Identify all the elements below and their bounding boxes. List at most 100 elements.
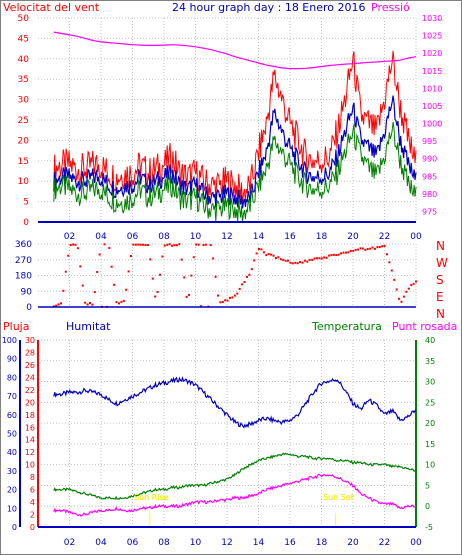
temperature-tick-label: 40 bbox=[425, 336, 435, 345]
y-left-tick-label: 20 bbox=[18, 136, 30, 146]
rain-tick-label: 26 bbox=[25, 361, 35, 370]
temperature-tick-label: 35 bbox=[425, 357, 435, 366]
direction-point bbox=[349, 250, 352, 252]
direction-point bbox=[412, 282, 415, 285]
temperature-tick-label: 0 bbox=[425, 502, 430, 511]
direction-point bbox=[120, 300, 123, 303]
y-left-tick-label: 25 bbox=[18, 116, 29, 126]
direction-point bbox=[287, 259, 289, 262]
rain-tick-label: 22 bbox=[25, 386, 35, 395]
direction-point bbox=[163, 244, 166, 247]
y-right-tick-label: 985 bbox=[422, 172, 437, 181]
humidity-series bbox=[53, 376, 417, 429]
direction-point bbox=[154, 295, 157, 298]
x-tick-label: 16 bbox=[284, 538, 296, 548]
direction-point bbox=[137, 243, 140, 246]
rain-tick-label: 14 bbox=[25, 436, 35, 445]
direction-point bbox=[277, 256, 280, 259]
direction-point bbox=[274, 257, 277, 259]
temperature-series bbox=[53, 452, 417, 500]
direction-point bbox=[175, 244, 178, 247]
y-right-tick-label: 1025 bbox=[422, 32, 442, 41]
x-tick-label: 06 bbox=[127, 232, 139, 242]
direction-point bbox=[168, 243, 171, 246]
direction-point bbox=[236, 292, 239, 295]
y-left-tick-label: 5 bbox=[23, 198, 29, 208]
direction-point bbox=[226, 299, 229, 302]
direction-point bbox=[347, 251, 350, 254]
y-right-tick-label: 1005 bbox=[422, 102, 442, 111]
rain-tick-label: 20 bbox=[25, 398, 35, 407]
direction-point bbox=[366, 248, 369, 250]
x-tick-label: 02 bbox=[64, 232, 75, 242]
direction-point bbox=[156, 291, 159, 293]
direction-point bbox=[342, 251, 345, 254]
humidity-tick-label: 10 bbox=[7, 504, 17, 513]
y-left-tick-label: 0 bbox=[23, 218, 29, 228]
direction-point bbox=[171, 244, 174, 247]
direction-point bbox=[328, 254, 331, 257]
y-left-tick-label: 45 bbox=[18, 34, 29, 44]
pressure-title: Pressió bbox=[371, 1, 410, 14]
direction-point bbox=[79, 265, 82, 268]
compass-w: W bbox=[436, 256, 448, 270]
direction-point bbox=[330, 254, 333, 257]
direction-point bbox=[139, 243, 142, 246]
direction-point bbox=[190, 274, 193, 277]
direction-point bbox=[294, 261, 297, 264]
x-tick-label: 00 bbox=[410, 232, 422, 242]
rain-tick-label: 8 bbox=[30, 473, 35, 482]
rain-tick-label: 18 bbox=[25, 411, 35, 420]
direction-point bbox=[270, 253, 273, 256]
y-right-tick-label: 1030 bbox=[422, 14, 442, 23]
direction-point bbox=[313, 257, 316, 260]
humidity-tick-label: 80 bbox=[7, 373, 17, 382]
direction-point bbox=[233, 294, 236, 297]
direction-point bbox=[60, 302, 62, 305]
direction-point bbox=[125, 288, 128, 291]
direction-point bbox=[383, 245, 386, 248]
x-tick-label: 14 bbox=[253, 538, 265, 548]
direction-point bbox=[262, 251, 265, 254]
direction-point bbox=[306, 260, 309, 263]
direction-point bbox=[299, 261, 302, 263]
y-right-tick-label: 1000 bbox=[422, 120, 442, 129]
direction-point bbox=[410, 284, 413, 287]
wind-direction-plot: 0 90 180 270 360 bbox=[15, 240, 417, 313]
direction-point bbox=[400, 300, 403, 303]
rain-tick-label: 12 bbox=[25, 448, 35, 457]
direction-point bbox=[246, 275, 248, 278]
direction-point bbox=[405, 290, 408, 293]
direction-point bbox=[67, 254, 70, 257]
graph-title: 24 hour graph day : 18 Enero 2016 bbox=[172, 1, 366, 14]
direction-tick-label: 360 bbox=[15, 240, 32, 250]
direction-point bbox=[395, 288, 398, 291]
x-tick-label: 08 bbox=[158, 538, 170, 548]
direction-point bbox=[159, 273, 161, 276]
direction-point bbox=[311, 258, 314, 261]
direction-point bbox=[178, 243, 181, 246]
direction-point bbox=[84, 301, 87, 304]
direction-point bbox=[96, 271, 99, 273]
direction-point bbox=[238, 287, 241, 290]
dewpoint-series bbox=[53, 473, 416, 517]
direction-point bbox=[241, 283, 244, 286]
rain-title: Pluja bbox=[3, 320, 29, 333]
y-right-tick-label: 980 bbox=[422, 190, 437, 199]
direction-point bbox=[221, 301, 224, 303]
direction-point bbox=[407, 287, 410, 290]
direction-point bbox=[359, 247, 362, 250]
direction-point bbox=[122, 299, 125, 302]
direction-point bbox=[98, 253, 101, 256]
rain-tick-label: 30 bbox=[25, 336, 35, 345]
direction-point bbox=[180, 258, 183, 261]
direction-point bbox=[323, 256, 326, 259]
y-left-tick-label: 35 bbox=[18, 75, 29, 85]
direction-point bbox=[188, 293, 190, 296]
direction-point bbox=[132, 243, 135, 246]
direction-point bbox=[255, 252, 258, 255]
rain-tick-label: 16 bbox=[25, 423, 35, 432]
direction-point bbox=[118, 302, 120, 305]
direction-point bbox=[390, 269, 393, 272]
